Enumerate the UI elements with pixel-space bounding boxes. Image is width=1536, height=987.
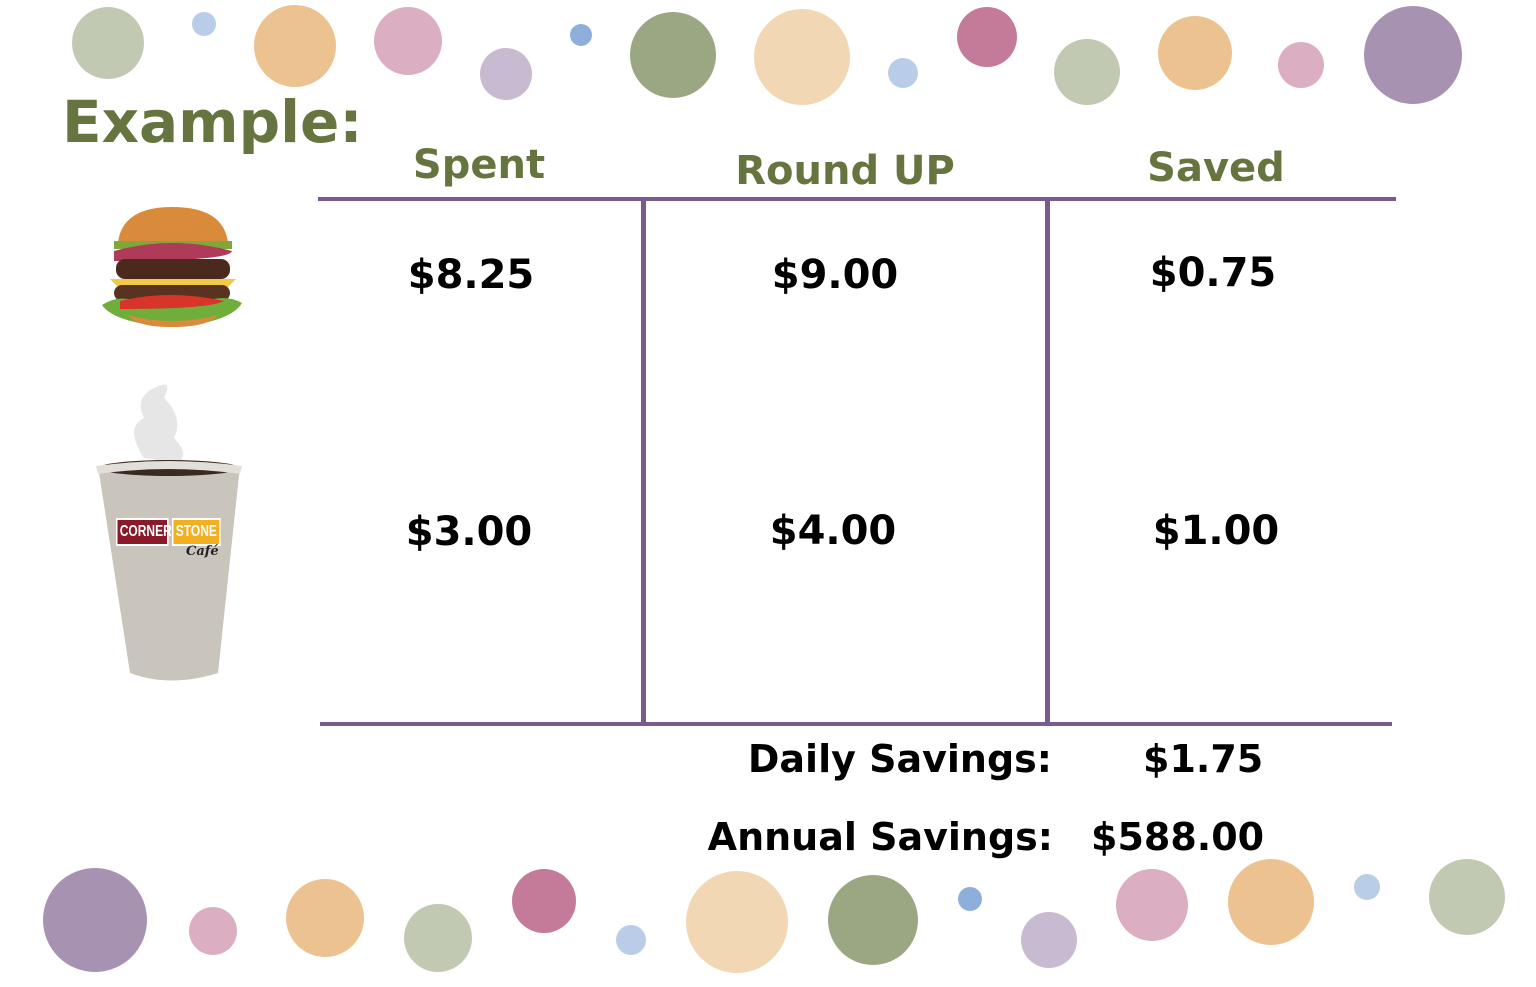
spent-value: $8.25 [407, 252, 535, 298]
daily-savings-value: $1.75 [1143, 737, 1264, 781]
dot [957, 7, 1017, 67]
dot [374, 7, 442, 75]
dot [754, 9, 850, 105]
logo-word: Café [186, 544, 219, 559]
column-header-round-up: Round UP [735, 148, 955, 194]
dot [480, 48, 532, 100]
dot [958, 887, 982, 911]
logo-word: CORNER [116, 518, 172, 546]
dot [192, 12, 216, 36]
column-divider [1045, 199, 1050, 724]
table-bottom-line [320, 722, 1392, 726]
page-title: Example: [62, 88, 363, 156]
column-divider [641, 199, 646, 724]
dot [1116, 869, 1188, 941]
dot [43, 868, 147, 972]
dot [888, 58, 918, 88]
annual-savings-value: $588.00 [1091, 815, 1265, 859]
dot [254, 5, 336, 87]
dot [828, 875, 918, 965]
dot [404, 904, 472, 972]
logo-word: STONE [172, 518, 221, 546]
dot [286, 879, 364, 957]
dot [1429, 859, 1505, 935]
daily-savings-label: Daily Savings: [747, 737, 1052, 781]
dot [616, 925, 646, 955]
column-header-saved: Saved [1147, 145, 1285, 191]
dot [189, 907, 237, 955]
annual-savings-label: Annual Savings: [707, 815, 1053, 859]
column-header-spent: Spent [412, 142, 546, 188]
spent-value: $3.00 [405, 509, 533, 555]
dot [1278, 42, 1324, 88]
round-up-value: $4.00 [769, 508, 897, 554]
dot [1354, 874, 1380, 900]
cornerstone-cafe-logo: CORNER STONE [116, 518, 237, 546]
burger-image [102, 207, 242, 327]
dot [512, 869, 576, 933]
dot [570, 24, 592, 46]
saved-value: $0.75 [1149, 250, 1277, 296]
dot [686, 871, 788, 973]
dot [1228, 859, 1314, 945]
dot [1021, 912, 1077, 968]
dot [630, 12, 716, 98]
dot [72, 7, 144, 79]
dot [1158, 16, 1232, 90]
dot [1054, 39, 1120, 105]
round-up-value: $9.00 [771, 252, 899, 298]
saved-value: $1.00 [1152, 508, 1280, 554]
coffee-cup-image: CORNER STONE Café [94, 378, 244, 683]
table-top-line [318, 197, 1396, 201]
dot [1364, 6, 1462, 104]
